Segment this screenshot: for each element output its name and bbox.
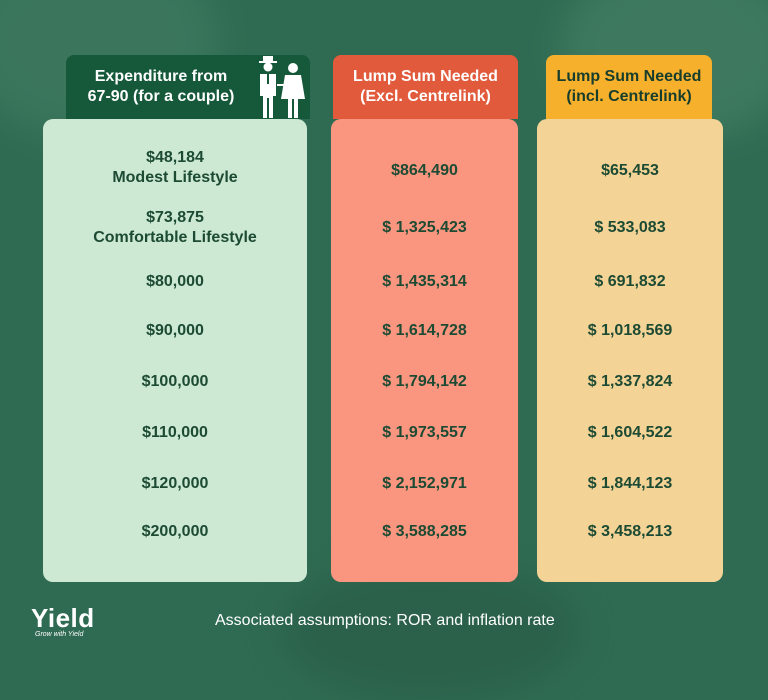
elderly-couple-icon (259, 56, 305, 118)
incl-value-cell: $ 3,458,213 (587, 523, 673, 540)
expenditure-cell: $48,184 Modest Lifestyle (112, 149, 238, 186)
incl-value-cell: $ 1,018,569 (587, 322, 673, 339)
excl-value-cell: $ 1,973,557 (382, 424, 467, 441)
excl-value-cell: $ 2,152,971 (382, 475, 467, 492)
expenditure-cell: $200,000 (141, 523, 209, 540)
excl-value-cell: $ 1,325,423 (382, 219, 467, 236)
expenditure-cell: $110,000 (142, 424, 208, 441)
expenditure-cell: $100,000 (141, 373, 209, 390)
incl-value-cell: $ 1,337,824 (587, 373, 673, 390)
incl-value-cell: $ 533,083 (594, 219, 666, 236)
header-excl-centrelink: Lump Sum Needed (Excl. Centrelink) (333, 55, 518, 119)
yield-logo: Yield Grow with Yield (31, 604, 95, 638)
incl-value-cell: $ 1,604,522 (587, 424, 673, 441)
logo-wordmark: Yield (31, 603, 95, 633)
incl-value-cell: $65,453 (601, 162, 659, 179)
logo-tagline: Grow with Yield (35, 631, 84, 638)
header-incl-centrelink: Lump Sum Needed (incl. Centrelink) (546, 55, 712, 119)
excl-value-cell: $864,490 (391, 162, 458, 179)
expenditure-cell: $73,875 Comfortable Lifestyle (93, 209, 257, 246)
excl-value-cell: $ 1,435,314 (382, 273, 467, 290)
expenditure-cell: $90,000 (146, 322, 204, 339)
expenditure-cell: $120,000 (141, 475, 209, 492)
incl-value-cell: $ 1,844,123 (587, 475, 673, 492)
excl-value-cell: $ 3,588,285 (382, 523, 467, 540)
excl-value-cell: $ 1,794,142 (382, 373, 467, 390)
expenditure-column: $48,184 Modest Lifestyle $73,875 Comfortab… (43, 119, 307, 582)
incl-value-cell: $ 691,832 (594, 273, 666, 290)
incl-centrelink-column: $65,453 $ 533,083 $ 691,832 $ 1,018,569 … (537, 119, 723, 582)
assumptions-note: Associated assumptions: ROR and inflatio… (215, 612, 555, 629)
excl-value-cell: $ 1,614,728 (382, 322, 467, 339)
excl-centrelink-column: $864,490 $ 1,325,423 $ 1,435,314 $ 1,614… (331, 119, 518, 582)
expenditure-cell: $80,000 (146, 273, 204, 290)
